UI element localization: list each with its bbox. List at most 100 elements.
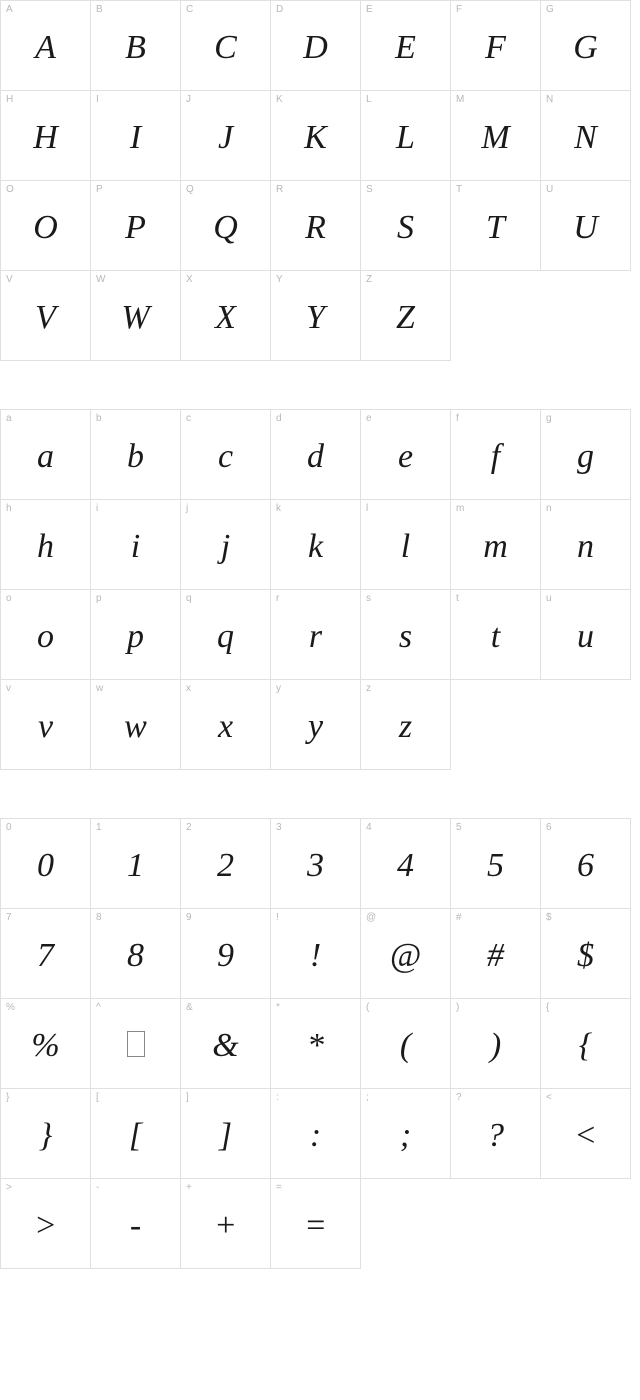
glyph-cell: EE xyxy=(361,1,451,91)
glyph-cell-glyph: G xyxy=(573,25,598,67)
missing-glyph-icon xyxy=(127,1031,145,1057)
glyph-cell-glyph: } xyxy=(39,1113,53,1155)
glyph-cell-empty xyxy=(451,271,541,361)
glyph-cell: NN xyxy=(541,91,631,181)
glyph-cell-label: M xyxy=(456,94,464,105)
glyph-cell-glyph: & xyxy=(212,1023,238,1065)
glyph-cell: 77 xyxy=(1,909,91,999)
glyph-grid: 00112233445566778899!!@@##$$%%^&&**(()){… xyxy=(0,818,631,1269)
glyph-cell: uu xyxy=(541,590,631,680)
glyph-cell: && xyxy=(181,999,271,1089)
glyph-cell: $$ xyxy=(541,909,631,999)
glyph-cell-glyph: d xyxy=(307,434,324,476)
glyph-cell-glyph: V xyxy=(35,295,56,337)
glyph-cell-label: H xyxy=(6,94,13,105)
glyph-cell-label: { xyxy=(546,1002,549,1013)
glyph-cell-label: ] xyxy=(186,1092,189,1103)
glyph-cell: WW xyxy=(91,271,181,361)
glyph-cell: == xyxy=(271,1179,361,1269)
glyph-cell-glyph: 5 xyxy=(487,843,504,885)
glyph-cell: HH xyxy=(1,91,91,181)
glyph-cell-glyph: 9 xyxy=(217,933,234,975)
glyph-cell-glyph: ] xyxy=(219,1113,232,1155)
glyph-cell: << xyxy=(541,1089,631,1179)
glyph-cell-glyph: T xyxy=(486,205,505,247)
glyph-cell-glyph: # xyxy=(487,933,504,975)
glyph-cell-glyph: e xyxy=(398,434,413,476)
glyph-cell: ** xyxy=(271,999,361,1089)
glyph-cell-glyph: [ xyxy=(129,1113,142,1155)
glyph-cell-label: z xyxy=(366,683,371,694)
glyph-cell: ZZ xyxy=(361,271,451,361)
glyph-cell-glyph: x xyxy=(218,704,233,746)
glyph-cell-label: x xyxy=(186,683,191,694)
glyph-cell-label: $ xyxy=(546,912,552,923)
glyph-cell-glyph: P xyxy=(125,205,146,247)
glyph-cell: >> xyxy=(1,1179,91,1269)
glyph-cell-glyph: z xyxy=(399,704,412,746)
glyph-cell-label: r xyxy=(276,593,279,604)
glyph-cell: UU xyxy=(541,181,631,271)
glyph-cell-label: b xyxy=(96,413,102,424)
glyph-cell-glyph: q xyxy=(217,614,234,656)
glyph-cell: -- xyxy=(91,1179,181,1269)
glyph-cell: gg xyxy=(541,410,631,500)
glyph-cell-glyph: ( xyxy=(400,1023,411,1065)
glyph-cell-glyph: b xyxy=(127,434,144,476)
glyph-cell-glyph: H xyxy=(33,115,58,157)
glyph-cell-glyph: i xyxy=(131,524,140,566)
glyph-cell-glyph: > xyxy=(34,1203,57,1245)
glyph-cell-glyph: 6 xyxy=(577,843,594,885)
glyph-cell: pp xyxy=(91,590,181,680)
glyph-cell: rr xyxy=(271,590,361,680)
glyph-cell-empty xyxy=(361,1179,451,1269)
glyph-cell: 33 xyxy=(271,819,361,909)
glyph-cell-glyph: - xyxy=(130,1203,141,1245)
glyph-cell: {{ xyxy=(541,999,631,1089)
glyph-cell: ++ xyxy=(181,1179,271,1269)
glyph-cell-label: q xyxy=(186,593,192,604)
glyph-cell-label: P xyxy=(96,184,103,195)
glyph-cell-label: 4 xyxy=(366,822,372,833)
glyph-cell-label: g xyxy=(546,413,552,424)
glyph-cell-glyph: f xyxy=(491,434,500,476)
glyph-cell-glyph: 0 xyxy=(37,843,54,885)
glyph-cell-label: J xyxy=(186,94,191,105)
glyph-cell-label: D xyxy=(276,4,283,15)
glyph-cell-glyph: c xyxy=(218,434,233,476)
glyph-cell: 11 xyxy=(91,819,181,909)
glyph-cell: ww xyxy=(91,680,181,770)
glyph-cell: TT xyxy=(451,181,541,271)
glyph-cell-label: S xyxy=(366,184,373,195)
glyph-cell-label: m xyxy=(456,503,464,514)
glyph-cell: ]] xyxy=(181,1089,271,1179)
glyph-cell-label: = xyxy=(276,1182,282,1193)
glyph-cell: dd xyxy=(271,410,361,500)
glyph-cell: zz xyxy=(361,680,451,770)
glyph-cell-glyph: L xyxy=(396,115,415,157)
glyph-cell-label: Z xyxy=(366,274,372,285)
glyph-cell: BB xyxy=(91,1,181,91)
glyph-cell-glyph: X xyxy=(215,295,236,337)
glyph-cell-glyph: m xyxy=(483,524,508,566)
glyph-cell: SS xyxy=(361,181,451,271)
glyph-cell-label: y xyxy=(276,683,281,694)
glyph-cell: RR xyxy=(271,181,361,271)
glyph-cell: OO xyxy=(1,181,91,271)
glyph-cell-label: U xyxy=(546,184,553,195)
glyph-cell-glyph: u xyxy=(577,614,594,656)
glyph-cell-label: 0 xyxy=(6,822,12,833)
glyph-cell: 22 xyxy=(181,819,271,909)
glyph-cell-glyph: A xyxy=(35,25,56,67)
glyph-cell-glyph: W xyxy=(121,295,149,337)
glyph-cell-glyph: D xyxy=(303,25,328,67)
glyph-cell-label: i xyxy=(96,503,98,514)
glyph-cell-glyph: ? xyxy=(487,1113,504,1155)
glyph-cell-label: 5 xyxy=(456,822,462,833)
glyph-cell-label: > xyxy=(6,1182,12,1193)
glyph-cell: XX xyxy=(181,271,271,361)
glyph-cell-glyph: % xyxy=(31,1023,59,1065)
glyph-cell: :: xyxy=(271,1089,361,1179)
glyph-cell: tt xyxy=(451,590,541,680)
glyph-cell: @@ xyxy=(361,909,451,999)
